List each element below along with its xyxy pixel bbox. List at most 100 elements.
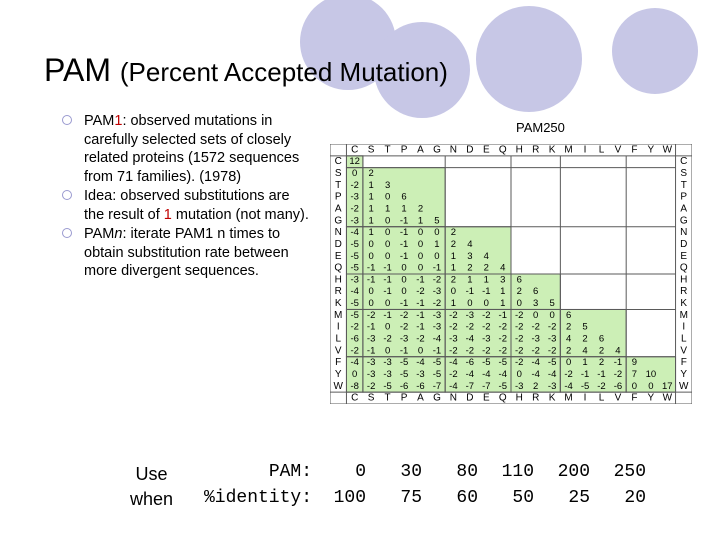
matrix-cell-value: -1	[416, 298, 424, 309]
matrix-cell-value: -1	[499, 310, 507, 321]
matrix-cell-value: 0	[517, 298, 522, 309]
matrix-cell-value: -2	[416, 286, 424, 297]
matrix-cell-value: 12	[349, 156, 360, 167]
matrix-col-label: A	[417, 144, 424, 155]
matrix-cell-value: -5	[482, 357, 490, 368]
matrix-col-label: I	[584, 393, 587, 404]
matrix-cell-value: -3	[350, 215, 358, 226]
matrix-cell-value: -2	[383, 334, 391, 345]
matrix-cell-value: 1	[451, 251, 456, 262]
matrix-cell-value: 2	[467, 263, 472, 274]
matrix-col-label: Q	[499, 144, 507, 155]
matrix-cell-value: -3	[400, 334, 408, 345]
matrix-col-label: F	[631, 144, 637, 155]
matrix-cell-value: 0	[401, 286, 406, 297]
matrix-cell-value: 2	[484, 263, 489, 274]
matrix-cell-value: -6	[466, 357, 474, 368]
matrix-col-label: G	[433, 144, 441, 155]
matrix-cell-value: 2	[451, 239, 456, 250]
matrix-cell-value: -4	[449, 381, 457, 392]
matrix-cell-value: -1	[400, 227, 408, 238]
matrix-cell-value: -4	[350, 357, 358, 368]
matrix-group-block	[625, 356, 677, 393]
matrix-cell-value: -4	[564, 381, 572, 392]
matrix-cell-value: 4	[615, 345, 620, 356]
bullet-text: PAM	[84, 113, 115, 129]
matrix-col-label: P	[401, 144, 408, 155]
matrix-cell-value: 4	[566, 334, 571, 345]
matrix-cell-value: 2	[517, 286, 522, 297]
matrix-cell-value: -2	[515, 322, 523, 333]
matrix-cell-value: -1	[367, 263, 375, 274]
matrix-cell-value: 1	[451, 298, 456, 309]
matrix-cell-value: -4	[531, 369, 539, 380]
matrix-cell-value: -6	[614, 381, 622, 392]
matrix-cell-value: -3	[367, 334, 375, 345]
matrix-row-label: F	[335, 357, 341, 368]
matrix-cell-value: 1	[484, 274, 489, 285]
matrix-cell-value: 6	[401, 192, 406, 203]
matrix-cell-value: -2	[482, 322, 490, 333]
matrix-cell-value: 0	[401, 263, 406, 274]
matrix-cell-value: 1	[368, 192, 373, 203]
matrix-cell-value: 2	[566, 345, 571, 356]
matrix-cell-value: -3	[367, 357, 375, 368]
matrix-cell-value: 0	[451, 286, 456, 297]
matrix-col-label: T	[385, 393, 391, 404]
matrix-row-label: G	[334, 215, 342, 226]
title-expansion: (Percent Accepted Mutation)	[119, 57, 448, 87]
matrix-col-label: P	[401, 393, 408, 404]
matrix-cell-value: 7	[632, 369, 637, 380]
matrix-col-label: K	[549, 144, 556, 155]
matrix-cell-value: 6	[566, 310, 571, 321]
matrix-col-label: R	[532, 144, 539, 155]
pam-value: 80	[456, 462, 479, 482]
matrix-cell-value: -5	[350, 263, 358, 274]
matrix-cell-value: -5	[400, 357, 408, 368]
matrix-cell-value: -3	[383, 357, 391, 368]
matrix-col-label: Q	[499, 393, 507, 404]
pam-value: 110	[501, 462, 535, 482]
matrix-cell-value: -2	[499, 322, 507, 333]
matrix-cell-value: -2	[449, 369, 457, 380]
matrix-row-label: E	[335, 251, 342, 262]
matrix-cell-value: -4	[350, 286, 358, 297]
matrix-cell-value: 0	[418, 239, 423, 250]
matrix-row-label: R	[335, 286, 342, 297]
matrix-cell-value: 17	[662, 381, 673, 392]
matrix-cell-value: -1	[433, 345, 441, 356]
matrix-cell-value: 0	[401, 274, 406, 285]
matrix-cell-value: 2	[451, 274, 456, 285]
matrix-col-label: N	[450, 393, 457, 404]
matrix-cell-value: -3	[548, 381, 556, 392]
matrix-cell-value: 1	[368, 180, 373, 191]
matrix-row-label: M	[680, 310, 688, 321]
matrix-cell-value: -3	[449, 334, 457, 345]
matrix-cell-value: -2	[482, 345, 490, 356]
matrix-cell-value: -2	[350, 204, 358, 215]
identity-value: 60	[456, 488, 479, 508]
matrix-cell-value: -3	[548, 334, 556, 345]
matrix-cell-value: -4	[466, 334, 474, 345]
matrix-cell-value: 2	[599, 345, 604, 356]
matrix-cell-value: 0	[385, 322, 390, 333]
identity-row-label: %identity:	[204, 488, 313, 508]
matrix-cell-value: -2	[350, 345, 358, 356]
identity-value: 50	[512, 488, 535, 508]
matrix-col-label: L	[599, 144, 605, 155]
matrix-cell-value: -2	[449, 310, 457, 321]
matrix-cell-value: 3	[467, 251, 472, 262]
matrix-cell-value: 5	[434, 215, 439, 226]
pam-identity-table: PAM: 0 30 80 110 200 250 %identity: 100 …	[204, 459, 646, 511]
matrix-group-block	[510, 356, 561, 393]
bullet-circle-icon	[62, 228, 72, 238]
bullet-item-pam1: PAM1: observed mutations in carefully se…	[62, 112, 312, 186]
matrix-cell-value: -2	[433, 274, 441, 285]
pam-row: PAM: 0 30 80 110 200 250	[204, 459, 646, 485]
matrix-cell-value: -3	[350, 274, 358, 285]
matrix-col-label: Y	[648, 393, 655, 404]
matrix-cell-value: -2	[350, 180, 358, 191]
matrix-cell-value: -6	[350, 334, 358, 345]
matrix-cell-value: 0	[418, 251, 423, 262]
matrix-cell-value: 0	[418, 263, 423, 274]
